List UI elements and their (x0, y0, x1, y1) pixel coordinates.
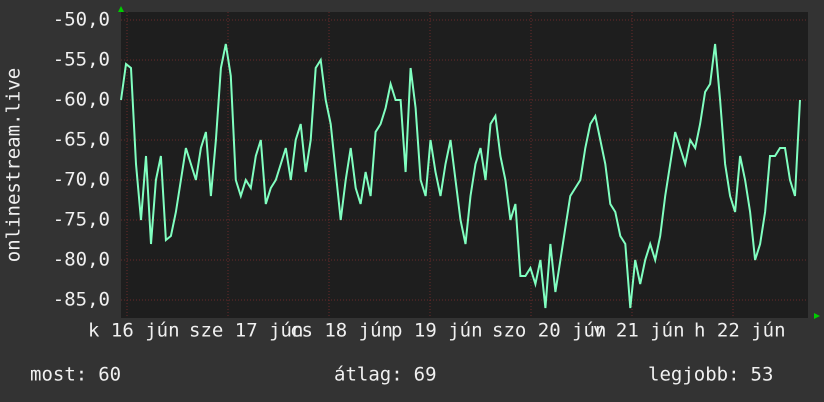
x-tick-label: h 22 jún (694, 320, 786, 342)
stat-label: átlag: (334, 364, 403, 386)
x-tick-label: szo 20 jún (492, 320, 606, 342)
y-tick-label: -60,0 (53, 89, 110, 111)
x-tick-label: cs 18 jún (290, 320, 393, 342)
stat-value: 53 (751, 364, 774, 386)
stat-label: most: (30, 364, 87, 386)
stat-value: 69 (414, 364, 437, 386)
stat-label: legjobb: (648, 364, 740, 386)
x-tick-label: sze 17 jún (189, 320, 303, 342)
data-line (120, 43, 801, 309)
y-axis-label: onlinestream.live (3, 68, 25, 262)
y-tick-label: -50,0 (53, 9, 110, 31)
x-tick-label: p 19 jún (391, 320, 483, 342)
y-tick-label: -65,0 (53, 129, 110, 151)
x-tick-label: v 21 jún (593, 320, 685, 342)
plot-area (121, 12, 808, 318)
axis-arrow (118, 6, 124, 12)
y-tick-label: -80,0 (53, 249, 110, 271)
x-tick-label: k 16 jún (88, 320, 180, 342)
stat-value: 60 (98, 364, 121, 386)
axis-arrow (814, 313, 820, 319)
y-tick-label: -75,0 (53, 209, 110, 231)
y-tick-label: -70,0 (53, 169, 110, 191)
y-tick-label: -55,0 (53, 49, 110, 71)
y-tick-label: -85,0 (53, 289, 110, 311)
